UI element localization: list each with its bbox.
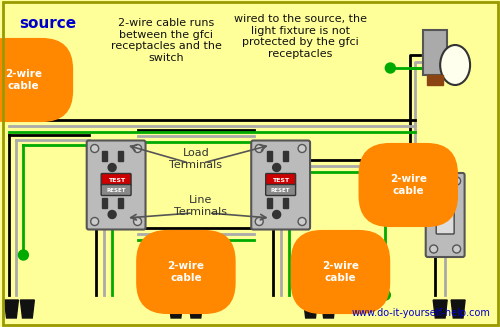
Text: 2-wire
cable: 2-wire cable: [322, 261, 359, 283]
Text: RESET: RESET: [271, 187, 290, 193]
Bar: [266, 150, 272, 161]
Ellipse shape: [440, 45, 470, 85]
Circle shape: [272, 211, 280, 218]
Polygon shape: [304, 300, 318, 318]
Bar: [427, 75, 443, 85]
Text: TEST: TEST: [108, 178, 124, 182]
Text: GFI: GFI: [440, 208, 450, 213]
Circle shape: [18, 250, 28, 260]
Circle shape: [452, 177, 460, 185]
FancyBboxPatch shape: [266, 174, 296, 185]
Circle shape: [430, 177, 438, 185]
Text: Load
Terminals: Load Terminals: [170, 148, 222, 170]
Text: 2-wire cable runs
between the gfci
receptacles and the
switch: 2-wire cable runs between the gfci recep…: [110, 18, 222, 63]
Circle shape: [255, 217, 263, 226]
Bar: [118, 150, 123, 161]
Polygon shape: [433, 300, 447, 318]
Circle shape: [108, 211, 116, 218]
Text: RESET: RESET: [106, 187, 126, 193]
FancyBboxPatch shape: [436, 196, 454, 234]
Circle shape: [108, 164, 116, 171]
Circle shape: [298, 145, 306, 152]
Circle shape: [380, 290, 390, 300]
Polygon shape: [4, 300, 18, 318]
Circle shape: [272, 164, 280, 171]
FancyBboxPatch shape: [101, 184, 131, 196]
Bar: [282, 150, 288, 161]
Circle shape: [386, 63, 396, 73]
Bar: [102, 150, 107, 161]
Bar: [102, 198, 107, 208]
Circle shape: [430, 245, 438, 253]
FancyBboxPatch shape: [426, 173, 465, 257]
Polygon shape: [322, 300, 336, 318]
Circle shape: [452, 245, 460, 253]
Text: TEST: TEST: [272, 178, 289, 182]
Circle shape: [134, 145, 141, 152]
Polygon shape: [169, 300, 183, 318]
Text: www.do-it-yourself-help.com: www.do-it-yourself-help.com: [351, 308, 490, 318]
Circle shape: [255, 145, 263, 152]
Text: 2-wire
cable: 2-wire cable: [5, 69, 42, 91]
FancyBboxPatch shape: [101, 174, 131, 185]
Circle shape: [90, 217, 98, 226]
Bar: [423, 30, 447, 75]
Circle shape: [90, 145, 98, 152]
Bar: [282, 198, 288, 208]
Text: Line
Terminals: Line Terminals: [174, 195, 228, 216]
Circle shape: [298, 217, 306, 226]
FancyBboxPatch shape: [86, 141, 146, 230]
Text: 2-wire
cable: 2-wire cable: [390, 174, 427, 196]
FancyBboxPatch shape: [251, 141, 310, 230]
Bar: [266, 198, 272, 208]
Circle shape: [134, 217, 141, 226]
Polygon shape: [20, 300, 34, 318]
Text: 2-wire
cable: 2-wire cable: [168, 261, 204, 283]
FancyBboxPatch shape: [266, 184, 296, 196]
Text: wired to the source, the
light fixture is not
protected by the gfci
receptacles: wired to the source, the light fixture i…: [234, 14, 367, 59]
Polygon shape: [451, 300, 465, 318]
Bar: [118, 198, 123, 208]
Polygon shape: [189, 300, 203, 318]
Text: source: source: [20, 16, 76, 31]
